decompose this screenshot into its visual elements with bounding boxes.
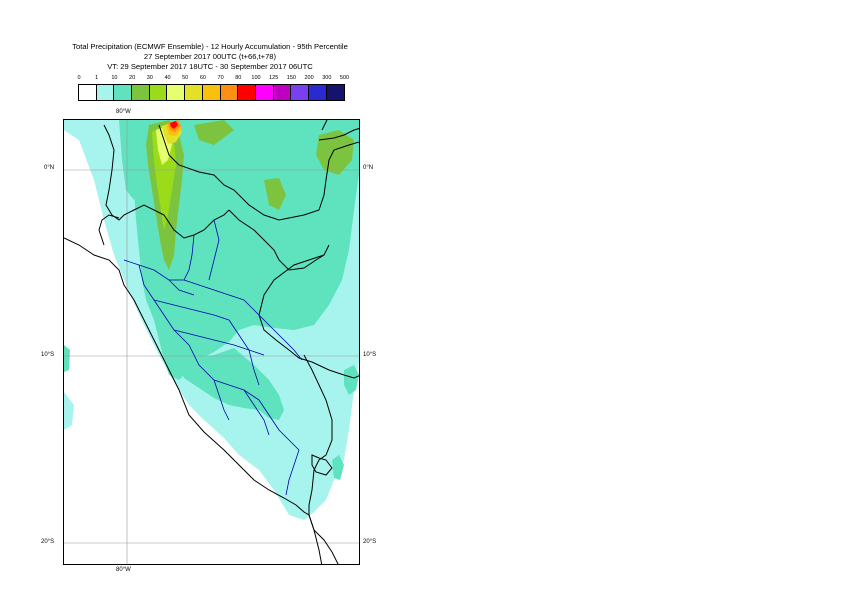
colombia-venezuela-border [318, 120, 359, 141]
precip-area-80-100 [170, 121, 178, 129]
map-title: Total Precipitation (ECMWF Ensemble) - 1… [40, 42, 380, 72]
coastline-north [98, 124, 125, 246]
legend-label: 50 [182, 75, 189, 81]
legend-swatch [149, 85, 168, 100]
legend-swatch [220, 85, 239, 100]
precip-area-10-20-c [344, 365, 359, 395]
legend-swatch [167, 85, 186, 100]
legend-swatch [326, 85, 345, 100]
legend-label: 60 [199, 75, 206, 81]
precip-area-10-20-e [64, 345, 70, 372]
legend-label: 100 [251, 75, 261, 81]
bolivia-chile-border [308, 514, 339, 564]
legend-label: 70 [217, 75, 224, 81]
legend-swatch [273, 85, 292, 100]
legend-label: 0 [77, 75, 81, 81]
legend-label: 20 [129, 75, 136, 81]
legend-swatch [96, 85, 115, 100]
legend-swatch [202, 85, 221, 100]
map-svg [64, 120, 359, 564]
peru-brazil-border [258, 254, 359, 379]
lat-label-right-0: 0°N [363, 165, 374, 171]
lat-label-left-20s: 20°S [41, 539, 55, 545]
legend-label: 10 [111, 75, 118, 81]
legend-label: 30 [146, 75, 153, 81]
legend-label: 1 [95, 75, 99, 81]
precip-area-10-20-d [332, 455, 344, 480]
precip-area-20-30-c [194, 120, 234, 145]
legend-label: 200 [304, 75, 314, 81]
legend-swatch [185, 85, 203, 100]
precipitation-legend: 0 1 10 20 30 40 50 60 70 80 100 125 150 200 300 500 [76, 75, 356, 101]
lat-label-right-20s: 20°S [363, 539, 377, 545]
map-panel [63, 119, 360, 565]
graticule [64, 120, 359, 564]
legend-label: 150 [286, 75, 296, 81]
lat-label-left-0: 0°N [44, 165, 55, 171]
precip-area-10-20 [132, 120, 359, 380]
precip-area-10-20-b [179, 348, 284, 420]
peru-bolivia-border [303, 354, 333, 515]
legend-swatch [308, 85, 327, 100]
legend-labels: 0 1 10 20 30 40 50 60 70 80 100 125 150 200 300 500 [76, 75, 356, 84]
legend-swatch [255, 85, 274, 100]
lat-label-right-10s: 10°S [363, 352, 377, 358]
legend-label: 80 [235, 75, 242, 81]
legend-swatch [291, 85, 309, 100]
title-line-2: 27 September 2017 00UTC (t+66,t+78) [143, 52, 277, 61]
precip-area-10-20-north-west [119, 120, 144, 200]
precip-area-20-30-mid [264, 178, 286, 210]
peru-colombia-border [228, 209, 330, 271]
legend-swatch [79, 85, 97, 100]
legend-label: 300 [322, 75, 332, 81]
title-line-1: Total Precipitation (ECMWF Ensemble) - 1… [72, 42, 348, 51]
precip-area-1-10-west [64, 392, 74, 430]
coastline-south [64, 237, 323, 564]
legend-swatch [238, 85, 256, 100]
legend-swatch [132, 85, 150, 100]
bottom-longitude-label: 80°W [116, 567, 131, 573]
precip-area-20-30-east [316, 130, 354, 175]
country-borders [64, 120, 359, 564]
legend-color-bar [78, 84, 346, 101]
title-line-3: VT: 29 September 2017 18UTC - 30 Septemb… [107, 62, 313, 71]
top-longitude-label: 80°W [116, 109, 131, 115]
legend-label: 125 [269, 75, 279, 81]
lat-label-left-10s: 10°S [41, 352, 55, 358]
legend-swatch [114, 85, 133, 100]
ecuador-peru-border [123, 204, 230, 239]
peru-regions [123, 219, 303, 496]
legend-label: 40 [164, 75, 171, 81]
lake-titicaca [311, 454, 333, 476]
legend-label: 500 [339, 75, 350, 81]
ecuador-colombia-border [158, 124, 359, 221]
